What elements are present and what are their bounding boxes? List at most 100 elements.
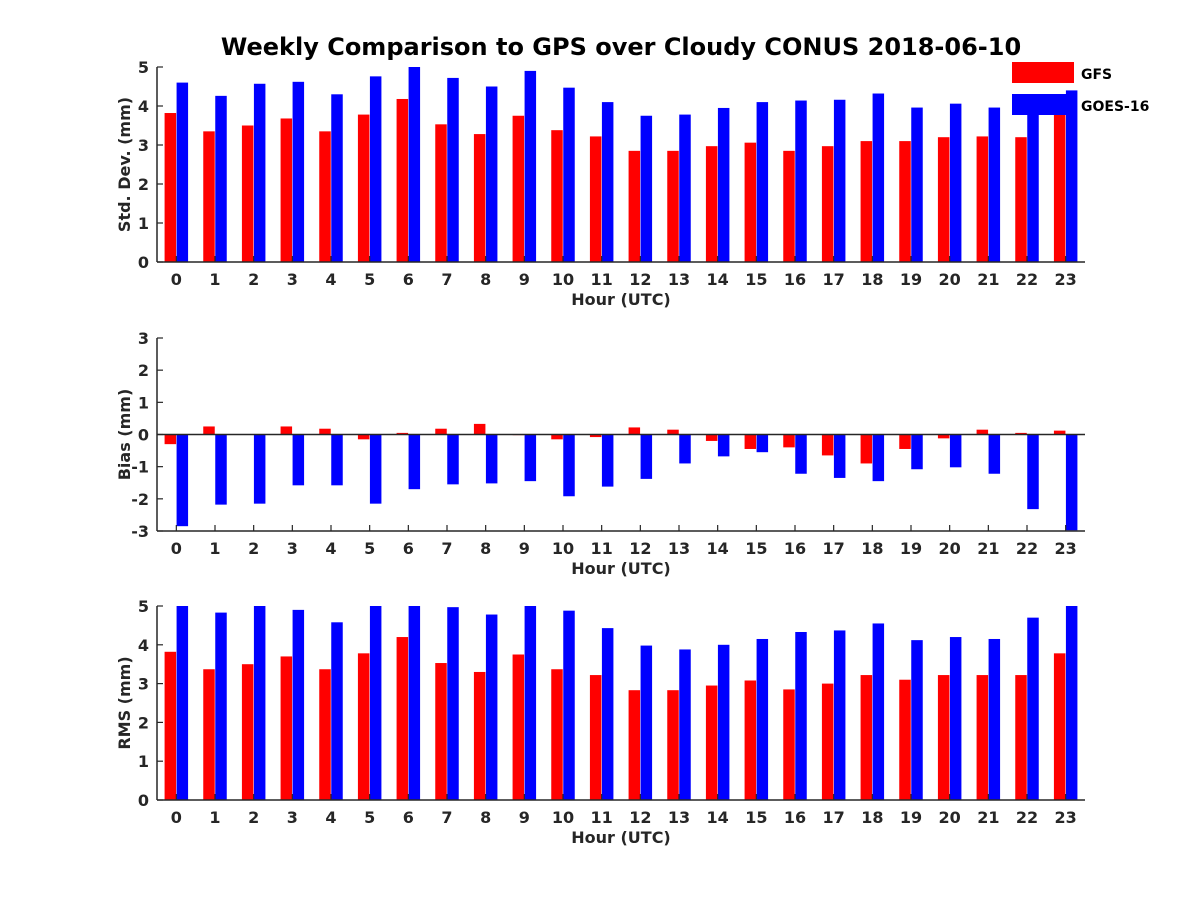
x-tick-label: 15 <box>745 270 767 289</box>
x-tick-label: 19 <box>900 539 922 558</box>
x-tick-label: 9 <box>519 539 530 558</box>
bar-gfs-hour-10 <box>551 669 563 800</box>
bar-goes-16-hour-10 <box>563 87 575 262</box>
x-tick-label: 21 <box>977 539 999 558</box>
x-tick-label: 4 <box>325 270 336 289</box>
bar-goes-16-hour-16 <box>795 434 807 474</box>
bar-goes-16-hour-0 <box>176 434 189 527</box>
x-tick-label: 13 <box>668 270 690 289</box>
bar-gfs-hour-2 <box>241 664 254 800</box>
bar-gfs-hour-20 <box>937 137 950 262</box>
bar-goes-16-hour-20 <box>949 434 962 468</box>
bar-goes-16-hour-2 <box>253 83 266 263</box>
x-axis-label: Hour (UTC) <box>571 828 671 847</box>
bar-goes-16-hour-23 <box>1065 606 1078 800</box>
bar-gfs-hour-17 <box>821 683 834 800</box>
y-axis-label: RMS (mm) <box>115 656 134 749</box>
x-tick-label: 7 <box>441 539 452 558</box>
bar-goes-16-hour-22 <box>1027 434 1039 510</box>
bar-goes-16-hour-19 <box>911 107 923 262</box>
y-axis-label: Std. Dev. (mm) <box>115 97 134 232</box>
bar-goes-16-hour-12 <box>640 645 653 800</box>
bar-goes-16-hour-7 <box>447 77 459 262</box>
bar-gfs-hour-1 <box>203 426 215 435</box>
bar-goes-16-hour-2 <box>253 606 266 800</box>
x-tick-label: 14 <box>707 808 729 827</box>
bar-gfs-hour-5 <box>357 114 370 262</box>
bar-gfs-hour-20 <box>937 434 950 439</box>
x-tick-label: 23 <box>1055 539 1077 558</box>
x-tick-label: 13 <box>668 808 690 827</box>
y-tick-label: -3 <box>131 522 149 541</box>
bar-goes-16-hour-10 <box>563 434 575 497</box>
x-tick-label: 3 <box>287 539 298 558</box>
bar-gfs-hour-22 <box>1015 432 1027 435</box>
bar-gfs-hour-19 <box>899 141 911 262</box>
bar-goes-16-hour-10 <box>563 610 575 800</box>
bar-gfs-hour-18 <box>860 675 873 800</box>
x-tick-label: 15 <box>745 539 767 558</box>
x-tick-label: 8 <box>480 539 491 558</box>
bar-goes-16-hour-7 <box>447 607 459 800</box>
bar-gfs-hour-14 <box>705 434 718 441</box>
y-tick-label: 3 <box>138 136 149 155</box>
x-tick-label: 23 <box>1055 808 1077 827</box>
x-tick-label: 12 <box>629 539 651 558</box>
x-axis-label: Hour (UTC) <box>571 290 671 309</box>
bar-gfs-hour-13 <box>667 429 679 435</box>
bar-goes-16-hour-0 <box>176 82 189 262</box>
bar-gfs-hour-11 <box>589 675 602 800</box>
bar-goes-16-hour-8 <box>485 86 498 262</box>
bar-gfs-hour-23 <box>1053 113 1066 262</box>
bar-goes-16-hour-1 <box>215 434 227 505</box>
x-tick-label: 3 <box>287 808 298 827</box>
x-tick-label: 11 <box>591 539 613 558</box>
x-tick-label: 16 <box>784 539 806 558</box>
bar-goes-16-hour-5 <box>369 76 382 262</box>
bar-gfs-hour-10 <box>551 434 563 440</box>
bar-goes-16-hour-21 <box>988 434 1001 474</box>
bar-gfs-hour-19 <box>899 434 911 449</box>
y-tick-label: 0 <box>138 253 149 272</box>
x-tick-label: 2 <box>248 808 259 827</box>
x-tick-label: 5 <box>364 270 375 289</box>
y-tick-label: 2 <box>138 361 149 380</box>
x-tick-label: 17 <box>823 539 845 558</box>
bar-goes-16-hour-13 <box>679 434 691 464</box>
bar-goes-16-hour-22 <box>1027 617 1039 800</box>
y-tick-label: 2 <box>138 713 149 732</box>
bar-gfs-hour-8 <box>473 423 486 435</box>
x-tick-label: 13 <box>668 539 690 558</box>
bar-gfs-hour-16 <box>783 689 795 800</box>
bar-gfs-hour-4 <box>319 428 331 435</box>
bar-gfs-hour-8 <box>473 134 486 262</box>
bar-goes-16-hour-11 <box>601 102 614 262</box>
y-tick-label: 2 <box>138 175 149 194</box>
x-tick-label: 7 <box>441 270 452 289</box>
bar-gfs-hour-21 <box>976 136 989 262</box>
x-tick-label: 11 <box>591 808 613 827</box>
bar-gfs-hour-14 <box>705 146 718 262</box>
y-tick-label: -2 <box>131 490 149 509</box>
bar-gfs-hour-16 <box>783 150 795 262</box>
bar-goes-16-hour-13 <box>679 114 691 262</box>
x-tick-label: 0 <box>171 270 182 289</box>
x-tick-label: 18 <box>861 808 883 827</box>
bar-gfs-hour-9 <box>512 654 525 800</box>
bar-gfs-hour-5 <box>357 653 370 800</box>
x-tick-label: 23 <box>1055 270 1077 289</box>
bar-gfs-hour-8 <box>473 671 486 800</box>
bar-goes-16-hour-15 <box>756 102 769 262</box>
bar-goes-16-hour-6 <box>408 606 421 800</box>
y-tick-label: 3 <box>138 675 149 694</box>
bar-gfs-hour-12 <box>628 427 641 435</box>
bar-goes-16-hour-17 <box>833 434 846 478</box>
x-tick-label: 0 <box>171 808 182 827</box>
bar-gfs-hour-3 <box>280 118 293 262</box>
bar-goes-16-hour-9 <box>524 434 537 482</box>
bar-goes-16-hour-21 <box>988 638 1001 800</box>
bar-goes-16-hour-3 <box>292 609 305 800</box>
x-tick-label: 9 <box>519 808 530 827</box>
bar-goes-16-hour-12 <box>640 434 653 479</box>
